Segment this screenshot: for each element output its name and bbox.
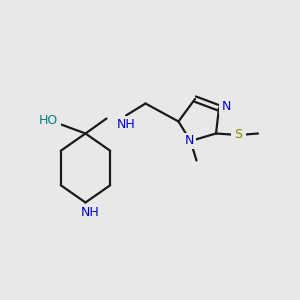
Bar	[113, 116, 139, 133]
Bar	[231, 127, 246, 143]
Bar	[219, 98, 234, 115]
Text: NH: NH	[117, 118, 135, 131]
Text: N: N	[184, 134, 194, 148]
Bar	[36, 112, 61, 129]
Bar	[77, 204, 103, 220]
Text: HO: HO	[39, 114, 58, 127]
Text: S: S	[235, 128, 242, 142]
Text: NH: NH	[81, 206, 99, 219]
Bar	[182, 133, 196, 149]
Text: N: N	[222, 100, 231, 113]
